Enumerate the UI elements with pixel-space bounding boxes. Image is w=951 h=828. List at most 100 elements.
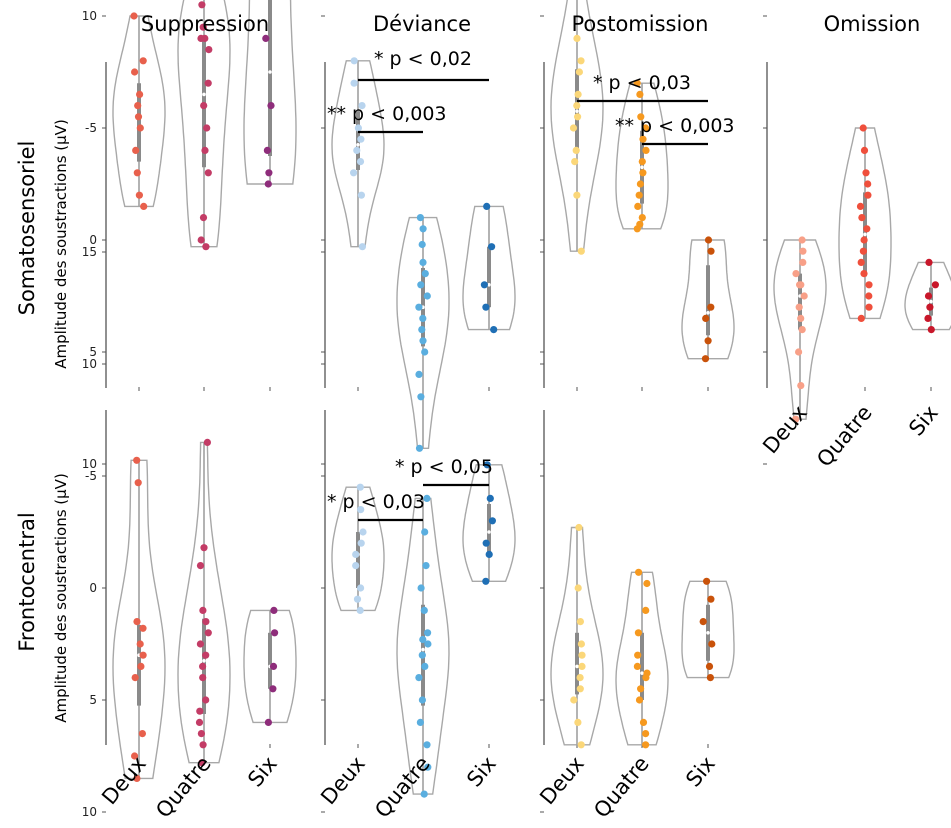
som-deviance-point-quatre xyxy=(419,225,427,233)
fro-postomission-point-deux xyxy=(578,662,586,671)
y-tick-label: -5 xyxy=(85,121,97,135)
bottom-x-tick-label: Quatre xyxy=(589,752,654,823)
som-postomission-point-deux xyxy=(575,68,584,76)
fro-deviance-point-deux xyxy=(357,584,365,592)
som-deviance-point-quatre xyxy=(415,370,423,378)
fro-suppression-point-deux xyxy=(136,640,144,648)
fro-deviance-point-quatre xyxy=(416,718,424,727)
fro-deviance-point-six xyxy=(482,539,490,547)
significance-layer: * p < 0,02 ** p < 0,003 * p < 0,03 ** p < 0… xyxy=(327,48,735,522)
fro-postomission-point-quatre xyxy=(639,718,648,727)
som-omission-point-quatre xyxy=(856,202,865,210)
som-suppression-point-quatre xyxy=(197,236,205,244)
omission-x-tick-label: Six xyxy=(904,401,943,441)
som-suppression-point-deux xyxy=(136,90,144,98)
fro-deviance-point-quatre xyxy=(424,763,432,771)
som-suppression-median-six xyxy=(268,70,272,74)
som-suppression-point-deux xyxy=(140,202,148,210)
som-omission-point-deux xyxy=(797,281,805,289)
som-omission-point-quatre xyxy=(864,180,872,188)
som-postomission-median-deux xyxy=(575,109,579,113)
fro-postomission-point-quatre xyxy=(633,662,642,671)
som-postomission-point-deux xyxy=(573,102,581,110)
fro-suppression-point-quatre xyxy=(197,730,205,738)
fro-postomission-point-deux xyxy=(576,685,584,693)
som-suppression-point-deux xyxy=(134,102,142,110)
fro-suppression-point-quatre xyxy=(202,618,210,626)
fro-postomission-point-deux xyxy=(575,523,583,532)
bottom-x-tick-label: Six xyxy=(681,752,720,792)
som-omission-point-deux xyxy=(795,348,803,356)
column-title-2: Postomission xyxy=(572,12,709,36)
fro-postomission-point-quatre xyxy=(635,696,644,704)
som-suppression-point-quatre xyxy=(200,102,208,110)
som-postomission-point-six xyxy=(707,247,715,255)
som-deviance-point-deux xyxy=(350,57,358,65)
fro-postomission-point-quatre xyxy=(642,674,650,682)
fro-postomission-point-deux xyxy=(576,618,585,626)
fro-deviance-point-quatre xyxy=(418,651,426,659)
fro-deviance-point-deux xyxy=(353,595,362,603)
points-layer xyxy=(130,1,940,798)
y-tick-label: 10 xyxy=(82,357,97,371)
som-deviance-sig-label-0: * p < 0,02 xyxy=(374,48,472,70)
axes-layer xyxy=(102,15,932,813)
bottom-x-tick-label: Quatre xyxy=(151,752,216,823)
fro-deviance-point-six xyxy=(482,577,490,585)
som-suppression-point-six xyxy=(265,169,273,177)
som-postomission-point-deux xyxy=(574,113,582,121)
som-postomission-point-quatre xyxy=(636,90,644,98)
fro-suppression-point-deux xyxy=(133,456,141,464)
som-suppression-point-deux xyxy=(136,124,144,132)
fro-deviance-median-quatre xyxy=(421,647,425,652)
fro-postomission-point-six xyxy=(699,618,707,626)
som-postomission-point-quatre xyxy=(642,146,650,154)
som-deviance-point-six xyxy=(490,326,498,334)
som-omission-point-deux xyxy=(798,236,806,244)
y-tick-label: 10 xyxy=(82,805,97,819)
fro-postomission-point-deux xyxy=(577,640,586,648)
som-deviance-point-quatre xyxy=(415,303,423,311)
som-postomission-sig-label-1: ** p < 0,003 xyxy=(615,115,735,137)
som-deviance-point-deux xyxy=(354,124,362,132)
fro-suppression-point-deux xyxy=(131,674,139,682)
som-deviance-point-deux xyxy=(358,102,366,110)
fro-deviance-point-quatre xyxy=(415,674,423,682)
row-label-0: Somatosensoriel xyxy=(15,141,39,316)
som-postomission-point-quatre xyxy=(637,113,645,121)
som-postomission-point-deux xyxy=(573,34,581,43)
fro-deviance-point-quatre xyxy=(421,662,429,671)
fro-suppression-point-six xyxy=(269,685,277,693)
fro-suppression-point-deux xyxy=(131,752,139,760)
fro-suppression-point-quatre xyxy=(196,707,204,715)
som-postomission-sig-label-0: * p < 0,03 xyxy=(593,72,691,94)
som-suppression-point-quatre xyxy=(201,34,209,43)
fro-deviance-point-quatre xyxy=(417,584,425,592)
som-suppression-point-quatre xyxy=(199,23,207,31)
som-postomission-point-deux xyxy=(572,146,580,154)
som-deviance-point-quatre xyxy=(416,214,424,222)
som-suppression-point-six xyxy=(263,146,271,154)
fro-postomission-point-quatre xyxy=(642,741,650,749)
som-omission-point-six xyxy=(924,292,933,300)
column-title-3: Omission xyxy=(824,12,921,36)
fro-deviance-point-quatre xyxy=(424,640,432,648)
bottom-x-tick-label: Six xyxy=(243,752,282,792)
som-omission-point-quatre xyxy=(860,146,869,154)
som-suppression-median-quatre xyxy=(202,92,206,97)
som-postomission-point-quatre xyxy=(642,124,650,132)
som-omission-point-six xyxy=(924,314,932,322)
fro-suppression-point-quatre xyxy=(198,759,206,767)
fro-postomission-point-deux xyxy=(577,741,585,749)
som-deviance-point-deux xyxy=(350,79,358,87)
y-tick-label: 5 xyxy=(89,345,97,359)
som-omission-point-deux xyxy=(799,247,807,255)
fro-deviance-point-six xyxy=(488,517,496,525)
som-omission-point-quatre xyxy=(865,303,873,311)
fro-suppression-point-quatre xyxy=(200,544,208,552)
y-axis-label-1: Amplitude des soustractions (µV) xyxy=(52,473,70,723)
fro-suppression-point-quatre xyxy=(204,629,212,637)
som-omission-point-quatre xyxy=(859,124,867,132)
som-suppression-point-quatre xyxy=(202,243,210,251)
fro-deviance-point-deux xyxy=(356,483,364,491)
